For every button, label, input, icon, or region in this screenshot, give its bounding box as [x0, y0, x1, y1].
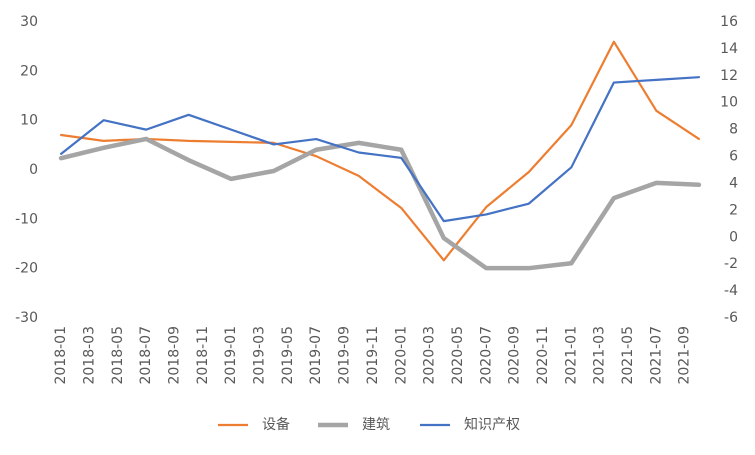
- x-tick-label: 2020-07: [478, 326, 494, 385]
- y-tick-label: 10: [20, 113, 38, 129]
- line-series: [59, 76, 701, 223]
- x-tick-label: 2019-11: [365, 326, 381, 385]
- y2-tick-label: 14: [720, 41, 738, 57]
- x-tick-label: 2021-03: [592, 326, 608, 385]
- x-tick-label: 2018-09: [166, 326, 182, 385]
- y2-tick-label: -6: [724, 310, 738, 326]
- x-tick-label: 2018-07: [138, 326, 154, 385]
- x-tick-label: 2019-05: [280, 326, 296, 385]
- y2-tick-label: -2: [724, 256, 738, 272]
- y-tick-label: 30: [20, 14, 38, 30]
- x-tick-label: 2020-05: [450, 326, 466, 385]
- y-tick-label: 0: [29, 162, 38, 178]
- y2-tick-label: 10: [720, 95, 738, 111]
- y-tick-label: -30: [15, 310, 38, 326]
- y2-tick-label: 4: [729, 175, 738, 191]
- x-tick-label: 2020-01: [393, 326, 409, 385]
- line-series: [59, 40, 701, 262]
- x-tick-label: 2019-09: [337, 326, 353, 385]
- x-tick-label: 2018-03: [81, 326, 97, 385]
- x-tick-label: 2021-07: [648, 326, 664, 385]
- x-tick-label: 2020-03: [422, 326, 438, 385]
- y2-tick-label: 12: [720, 68, 738, 84]
- x-tick-label: 2021-01: [563, 326, 579, 385]
- x-tick-label: 2021-05: [620, 326, 636, 385]
- y-tick-label: -10: [15, 211, 38, 227]
- y2-tick-label: 8: [729, 122, 738, 138]
- legend-label: 知识产权: [464, 416, 520, 433]
- x-tick-label: 2018-05: [110, 326, 126, 385]
- x-tick-label: 2019-01: [223, 326, 239, 385]
- x-tick-label: 2020-09: [507, 326, 523, 385]
- x-tick-label: 2019-03: [252, 326, 268, 385]
- legend-label: 建筑: [362, 417, 390, 433]
- y-tick-label: 20: [20, 63, 38, 79]
- x-tick-label: 2018-01: [53, 326, 69, 385]
- y2-tick-label: 2: [729, 202, 738, 218]
- y2-tick-label: -4: [724, 283, 738, 299]
- x-tick-label: 2018-11: [195, 326, 211, 385]
- y2-tick-label: 16: [720, 14, 738, 30]
- x-tick-label: 2020-11: [535, 326, 551, 385]
- y-tick-label: -20: [15, 261, 38, 277]
- y2-tick-label: 6: [729, 149, 738, 165]
- x-tick-label: 2019-07: [308, 326, 324, 385]
- y2-tick-label: 0: [729, 229, 738, 245]
- x-tick-label: 2021-09: [677, 326, 693, 385]
- legend-label: 设备: [262, 416, 290, 433]
- line-series: [58, 136, 702, 271]
